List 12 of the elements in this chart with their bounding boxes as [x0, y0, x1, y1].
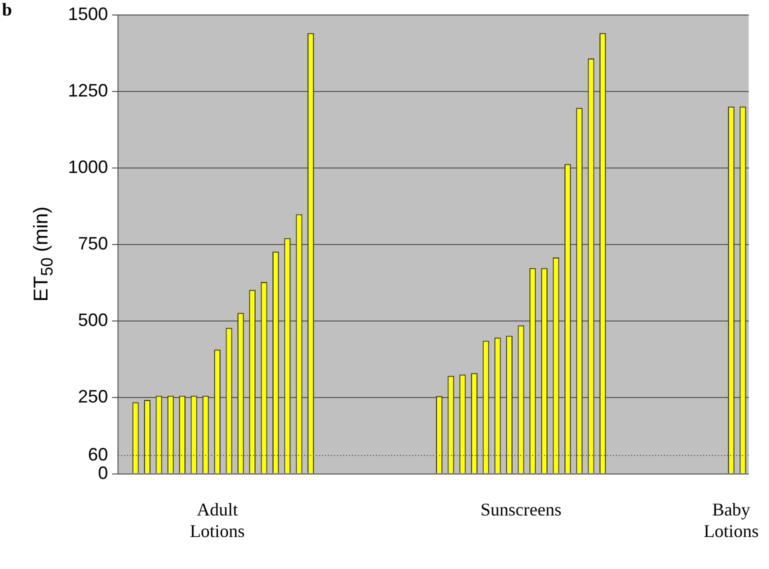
x-tick-label: Adult Lotions	[190, 499, 245, 541]
y-tick-label: 250	[78, 386, 108, 406]
x-tick-label: Sunscreens	[480, 499, 562, 520]
y-tick-label: 60	[88, 444, 108, 464]
y-tick-label: 1500	[68, 4, 108, 24]
y-tick-label: 500	[78, 310, 108, 330]
text: b	[2, 0, 12, 20]
y-tick-label: 1000	[68, 156, 108, 177]
y-tick-label: 1250	[68, 80, 108, 100]
y-tick-label: 750	[78, 233, 108, 254]
x-tick-label: Baby Lotions	[704, 499, 759, 541]
y-tick-label: 0	[98, 462, 108, 483]
